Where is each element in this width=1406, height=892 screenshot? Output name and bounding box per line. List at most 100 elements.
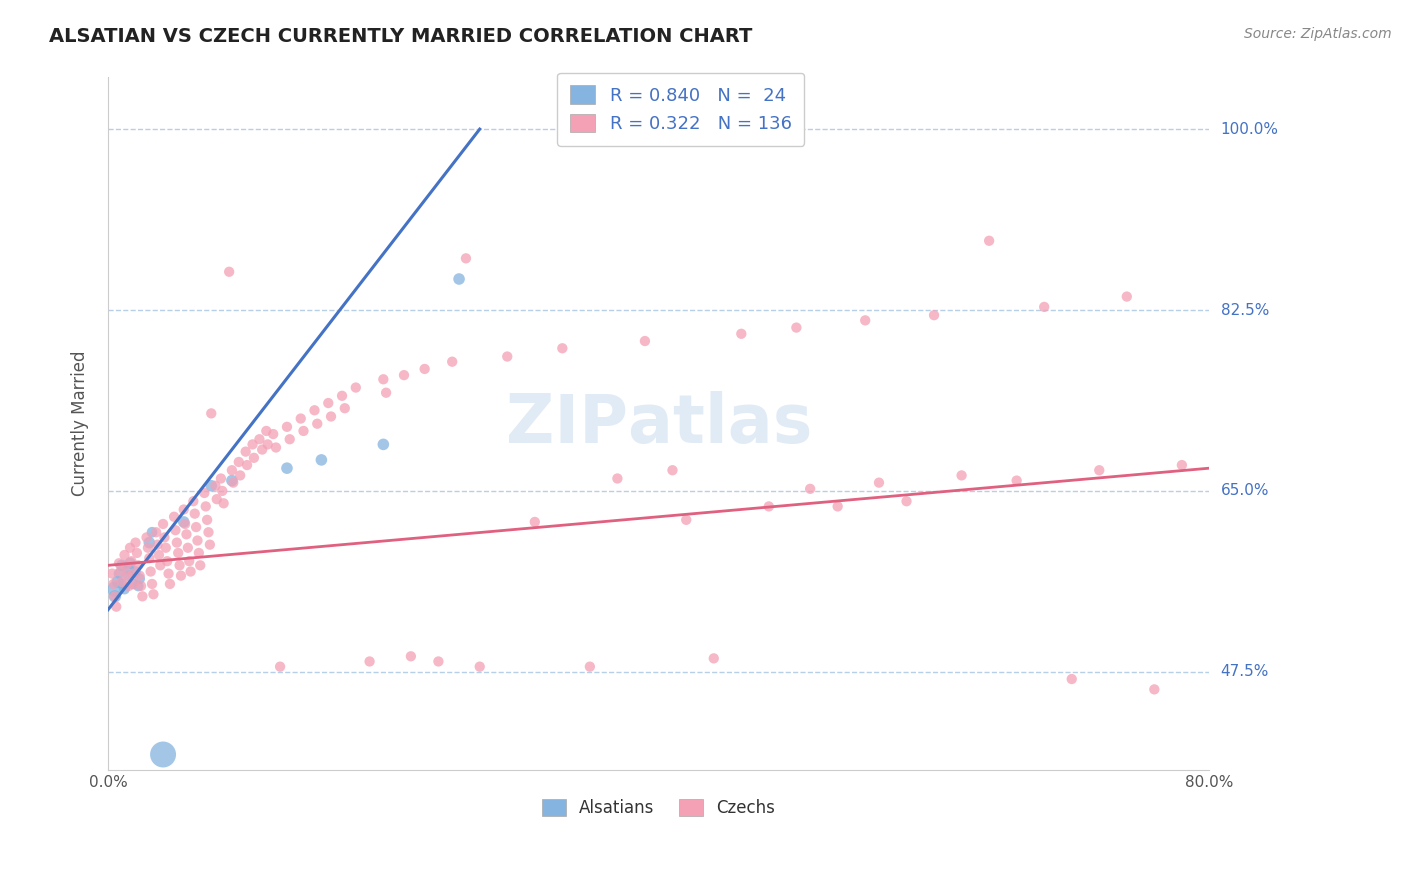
- Text: 47.5%: 47.5%: [1220, 665, 1268, 680]
- Point: [193, 486, 215, 500]
- Text: ALSATIAN VS CZECH CURRENTLY MARRIED CORRELATION CHART: ALSATIAN VS CZECH CURRENTLY MARRIED CORR…: [49, 27, 752, 45]
- Point: [316, 396, 339, 410]
- Point: [242, 437, 264, 451]
- Point: [228, 455, 250, 469]
- Point: [152, 516, 174, 531]
- Point: [157, 566, 180, 581]
- Point: [167, 546, 190, 560]
- Point: [868, 475, 890, 490]
- Point: [209, 471, 232, 485]
- Point: [758, 500, 780, 514]
- Point: [256, 437, 278, 451]
- Point: [229, 468, 252, 483]
- Point: [373, 372, 395, 386]
- Point: [392, 368, 415, 383]
- Point: [373, 437, 395, 451]
- Point: [344, 380, 367, 394]
- Point: [950, 468, 973, 483]
- Point: [1143, 682, 1166, 697]
- Point: [399, 649, 422, 664]
- Point: [111, 558, 134, 573]
- Point: [156, 554, 179, 568]
- Point: [221, 463, 243, 477]
- Point: [111, 577, 134, 591]
- Point: [675, 513, 697, 527]
- Point: [173, 502, 195, 516]
- Point: [359, 655, 381, 669]
- Point: [117, 579, 139, 593]
- Point: [551, 341, 574, 355]
- Point: [661, 463, 683, 477]
- Point: [129, 579, 152, 593]
- Point: [180, 565, 202, 579]
- Point: [179, 554, 201, 568]
- Point: [136, 541, 159, 555]
- Point: [1033, 300, 1056, 314]
- Point: [204, 479, 226, 493]
- Point: [606, 471, 628, 485]
- Point: [441, 354, 464, 368]
- Point: [896, 494, 918, 508]
- Point: [127, 558, 149, 573]
- Legend: Alsatians, Czechs: Alsatians, Czechs: [536, 792, 782, 824]
- Point: [311, 453, 333, 467]
- Point: [174, 516, 197, 531]
- Y-axis label: Currently Married: Currently Married: [72, 351, 89, 497]
- Point: [333, 401, 356, 416]
- Point: [785, 320, 807, 334]
- Point: [125, 546, 148, 560]
- Point: [141, 577, 163, 591]
- Point: [184, 520, 207, 534]
- Point: [138, 535, 160, 549]
- Point: [922, 308, 945, 322]
- Point: [108, 556, 131, 570]
- Point: [276, 419, 298, 434]
- Point: [205, 492, 228, 507]
- Point: [118, 541, 141, 555]
- Point: [330, 389, 353, 403]
- Point: [1005, 474, 1028, 488]
- Point: [118, 556, 141, 570]
- Point: [183, 494, 205, 508]
- Point: [128, 568, 150, 582]
- Point: [454, 252, 477, 266]
- Point: [186, 533, 208, 548]
- Text: ZIP​atlas: ZIP​atlas: [506, 391, 811, 457]
- Point: [117, 568, 139, 582]
- Point: [799, 482, 821, 496]
- Point: [149, 558, 172, 573]
- Point: [496, 350, 519, 364]
- Point: [218, 265, 240, 279]
- Point: [121, 577, 143, 591]
- Point: [1171, 458, 1194, 472]
- Point: [276, 461, 298, 475]
- Point: [114, 548, 136, 562]
- Point: [108, 566, 131, 581]
- Point: [148, 548, 170, 562]
- Point: [169, 558, 191, 573]
- Point: [170, 568, 193, 582]
- Point: [243, 450, 266, 465]
- Point: [104, 590, 127, 604]
- Point: [1060, 672, 1083, 686]
- Point: [176, 527, 198, 541]
- Point: [117, 568, 139, 582]
- Point: [319, 409, 342, 424]
- Point: [153, 530, 176, 544]
- Point: [115, 558, 138, 573]
- Point: [195, 513, 218, 527]
- Point: [139, 565, 162, 579]
- Point: [212, 496, 235, 510]
- Point: [221, 474, 243, 488]
- Point: [104, 582, 127, 596]
- Point: [730, 326, 752, 341]
- Point: [127, 579, 149, 593]
- Point: [249, 432, 271, 446]
- Point: [579, 659, 602, 673]
- Point: [853, 313, 876, 327]
- Point: [703, 651, 725, 665]
- Point: [163, 509, 186, 524]
- Point: [254, 424, 277, 438]
- Point: [104, 590, 127, 604]
- Point: [146, 538, 169, 552]
